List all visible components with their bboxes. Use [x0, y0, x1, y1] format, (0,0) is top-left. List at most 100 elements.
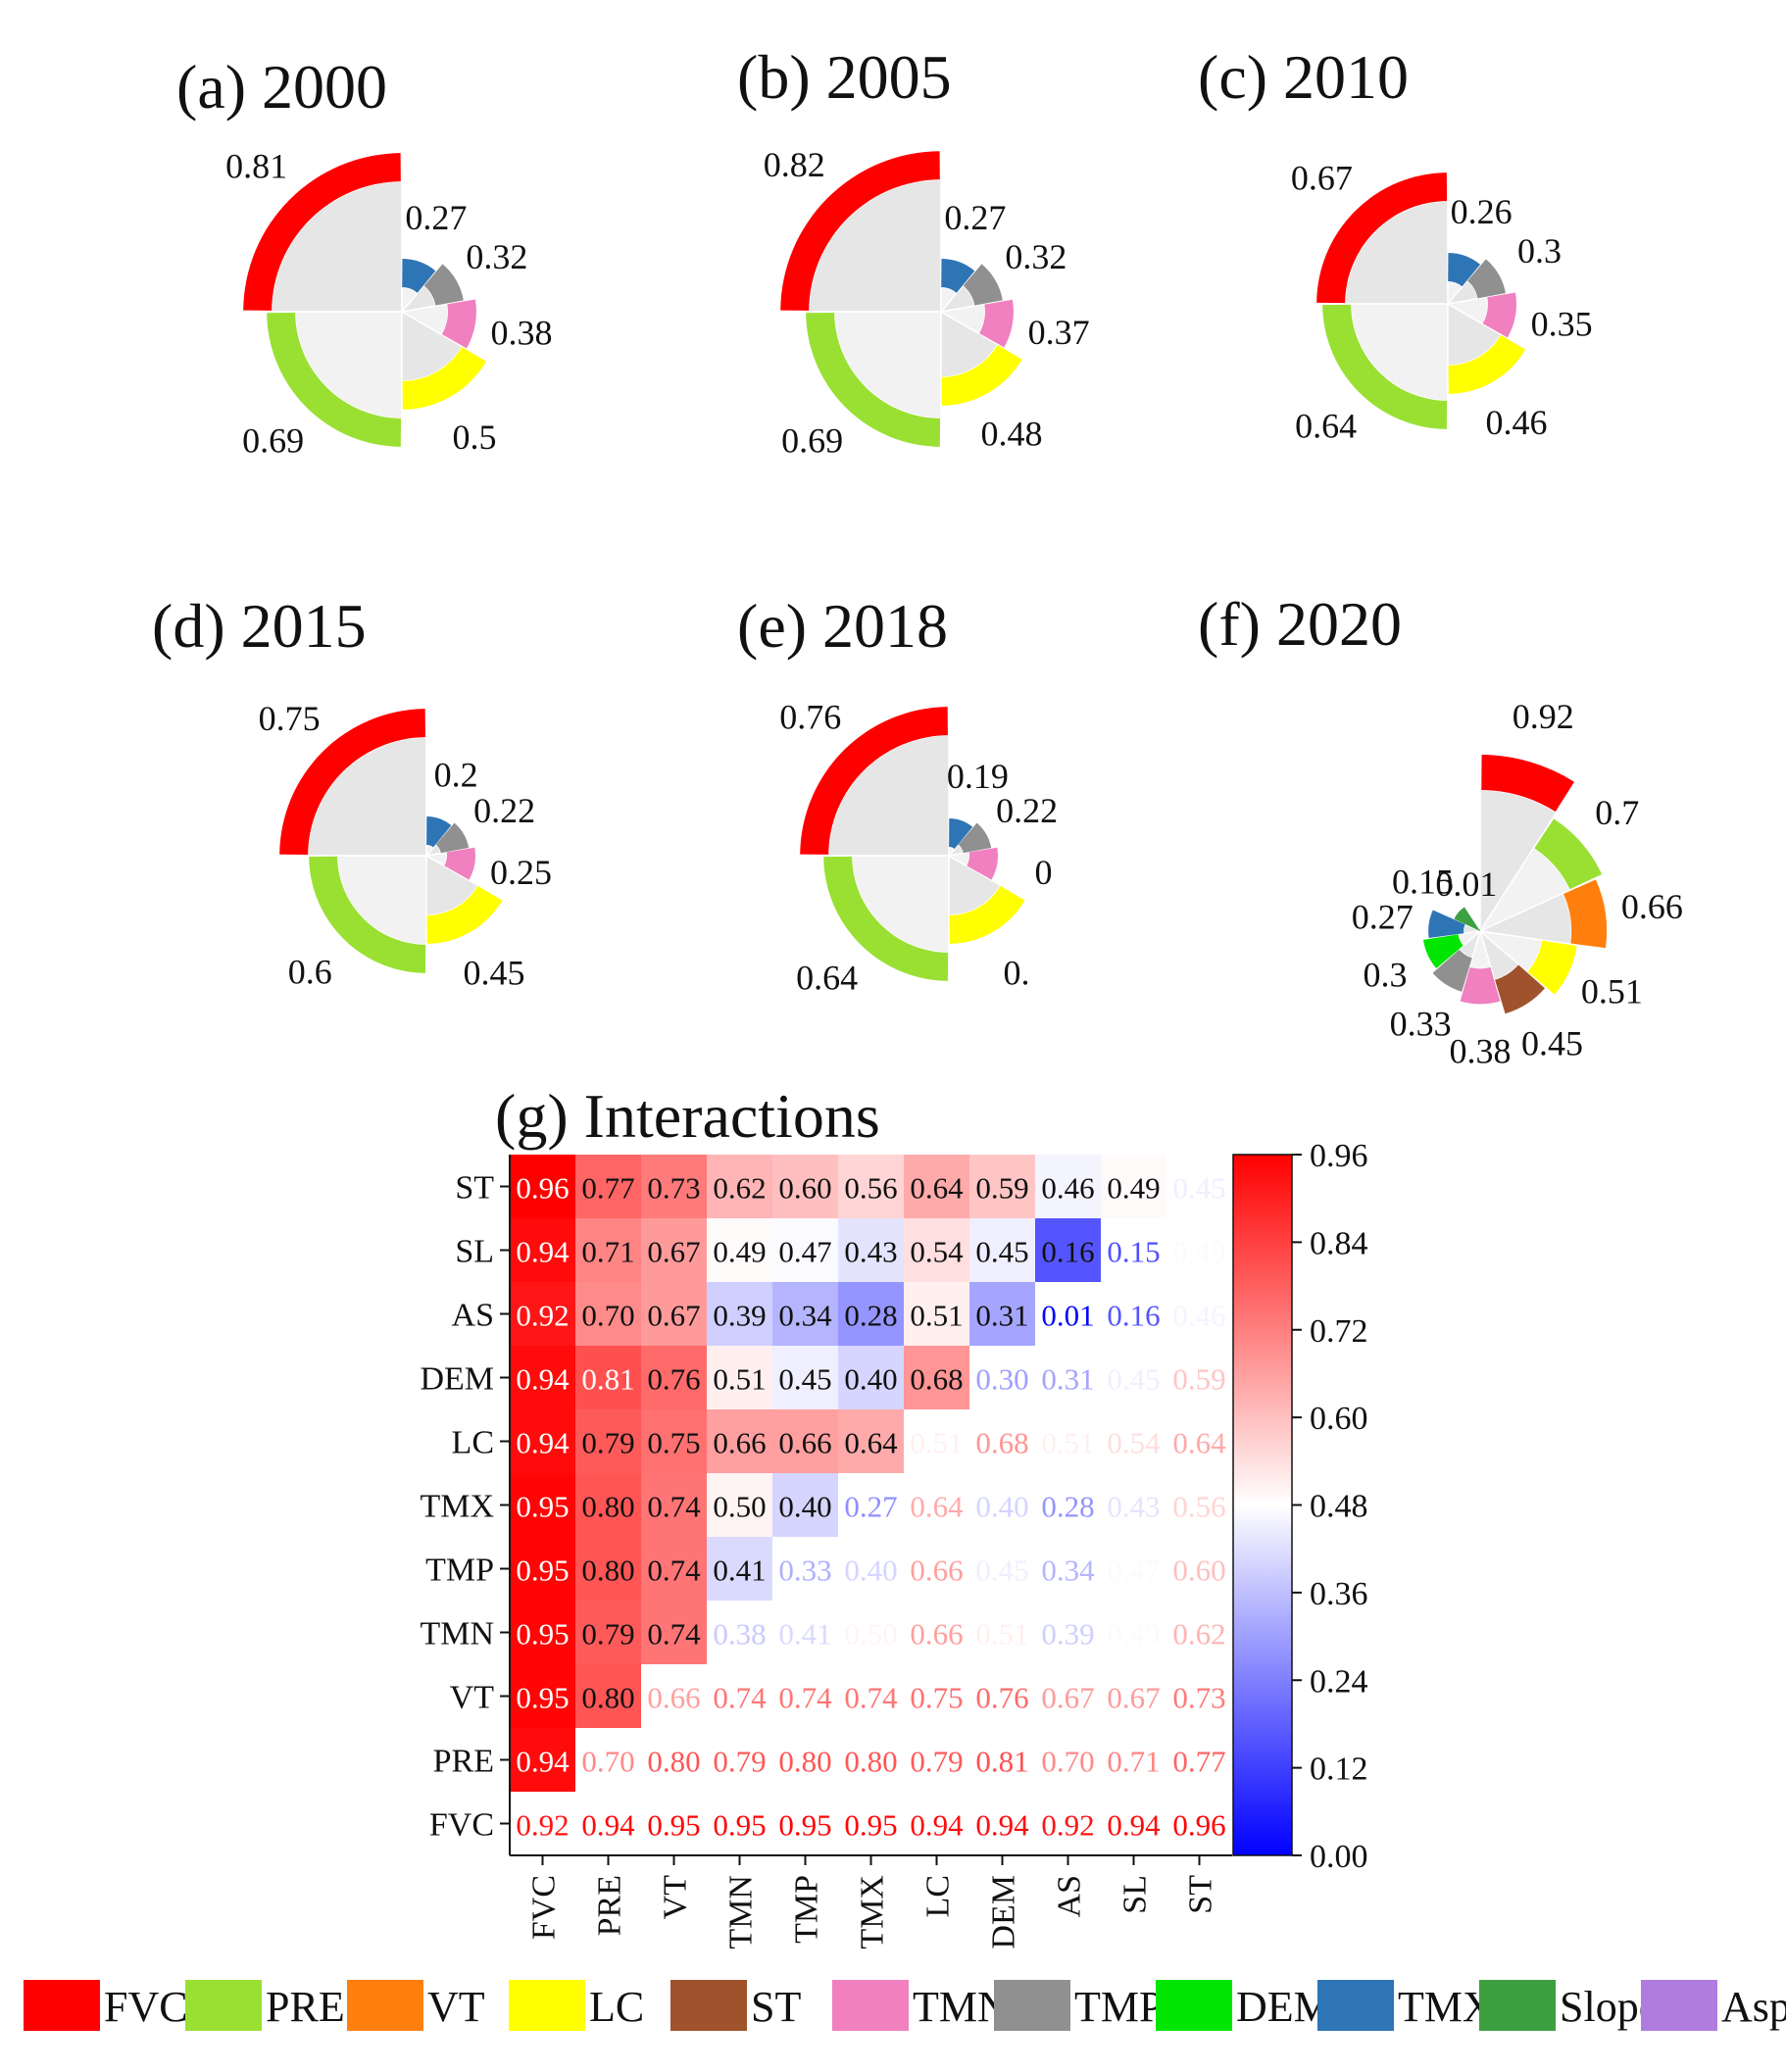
rose-bar-tmp — [423, 264, 464, 306]
heatmap-cell-label: 0.80 — [581, 1681, 634, 1715]
heatmap-cell — [575, 1282, 641, 1346]
legend-swatch-st — [670, 1980, 747, 2031]
rose-bar-st — [1495, 964, 1546, 1014]
rose-value-label-tmx: 0.26 — [1451, 192, 1513, 231]
rose-bar-tmx — [949, 818, 973, 850]
heatmap-cell-label: 0.49 — [1107, 1617, 1160, 1652]
heatmap-cell — [707, 1155, 772, 1218]
heatmap-cell — [707, 1218, 772, 1282]
heatmap-cell-label: 0.01 — [1041, 1299, 1094, 1333]
rose-value-label-lc: 0.5 — [452, 418, 496, 457]
heatmap-cell — [838, 1155, 904, 1218]
heatmap-cell — [510, 1473, 575, 1537]
rose-bar-tmn — [1460, 966, 1501, 1005]
heatmap-cell-label: 0.31 — [975, 1299, 1028, 1333]
heatmap-x-label: VT — [658, 1875, 694, 1920]
heatmap-cell-label: 0.30 — [975, 1362, 1028, 1397]
heatmap-cell-label: 0.73 — [1172, 1681, 1225, 1715]
heatmap-cell-label: 0.49 — [1107, 1171, 1160, 1206]
heatmap-cell — [510, 1155, 575, 1218]
rose-panel-c: (c) 2010 0.67 0.64 0.46 0.35 0.30.26 — [1198, 42, 1593, 445]
legend-label-tmn: TMN — [913, 1983, 1009, 2031]
heatmap-cell-label: 0.96 — [516, 1171, 569, 1206]
rose-value-label-fvc: 0.92 — [1513, 697, 1574, 736]
rose-bar-pre — [309, 856, 426, 973]
heatmap-x-label: ST — [1183, 1875, 1219, 1914]
rose-value-label-tmx: 0.19 — [947, 757, 1009, 796]
rose-value-label-st: 0.45 — [1521, 1023, 1583, 1062]
heatmap-cell — [575, 1218, 641, 1282]
rose-value-label-aspect: 0.01 — [1435, 864, 1497, 904]
rose-value-label-lc: 0.45 — [463, 953, 524, 992]
heatmap-cell-label: 0.80 — [581, 1554, 634, 1588]
rose-bar-tmn — [967, 847, 998, 880]
heatmap-cell-label: 0.81 — [975, 1745, 1028, 1779]
heatmap-cell-label: 0.80 — [778, 1745, 831, 1779]
heatmap-cell-label: 0.73 — [647, 1171, 700, 1206]
legend-swatch-tmp — [994, 1980, 1070, 2031]
rose-value-label-tmp: 0.3 — [1517, 231, 1562, 271]
heatmap-x-label: LC — [920, 1875, 957, 1917]
heatmap-cell-label: 0.16 — [1041, 1235, 1094, 1269]
heatmap-cell-label: 0.94 — [516, 1235, 570, 1269]
heatmap-cell-label: 0.15 — [1107, 1235, 1160, 1269]
rose-sector-base-tmx — [940, 286, 959, 315]
heatmap-x-label: AS — [1052, 1875, 1088, 1917]
heatmap-cell — [510, 1346, 575, 1409]
colorbar-tick-label: 0.96 — [1310, 1138, 1368, 1174]
rose-sector-base-lc — [1477, 929, 1543, 973]
rose-value-label-fvc: 0.82 — [764, 145, 825, 184]
rose-sector-base-tmp — [400, 284, 437, 314]
heatmap-cell — [707, 1473, 772, 1537]
rose-bar-dem — [1422, 934, 1464, 969]
heatmap-cell — [969, 1282, 1035, 1346]
heatmap-cell — [838, 1409, 904, 1473]
rose-value-label-lc: 0.48 — [980, 415, 1042, 454]
heatmap-cell — [510, 1728, 575, 1792]
legend-swatch-dem — [1156, 1980, 1232, 2031]
heatmap-cell — [510, 1218, 575, 1282]
rose-value-label-tmn: 0.25 — [490, 853, 552, 892]
heatmap-cell-label: 0.40 — [844, 1554, 897, 1588]
heatmap-cell-label: 0.31 — [1041, 1362, 1094, 1397]
heatmap-cell-label: 0.40 — [975, 1490, 1028, 1524]
colorbar-tick-label: 0.12 — [1310, 1751, 1368, 1788]
rose-panel-a: (a) 2000 0.81 0.69 0.5 0.38 0.320.27 — [176, 52, 553, 460]
rose-sector-base-lc — [1447, 302, 1503, 367]
legend-label-lc: LC — [589, 1983, 644, 2031]
heatmap-cell-label: 0.79 — [581, 1617, 634, 1652]
heatmap-cell-label: 0.80 — [647, 1745, 700, 1779]
heatmap-cell-label: 0.46 — [1172, 1299, 1225, 1333]
heatmap-cell-label: 0.54 — [910, 1235, 964, 1269]
rose-value-label-vt: 0.66 — [1621, 887, 1683, 926]
legend-label-pre: PRE — [266, 1983, 345, 2031]
heatmap-cell-label: 0.60 — [1172, 1554, 1225, 1588]
rose-value-label-tmx: 0.27 — [1352, 898, 1414, 937]
rose-value-label-tmn: 0.38 — [1450, 1031, 1512, 1070]
heatmap-cell-label: 0.40 — [844, 1362, 897, 1397]
colorbar — [1232, 1154, 1293, 1856]
rose-sector-base-fvc — [307, 736, 427, 857]
rose-sector-base-pre — [1477, 847, 1571, 933]
panel-title-e: (e) 2018 — [737, 591, 948, 661]
legend-label-aspect: Aspect — [1721, 1983, 1786, 2031]
heatmap-cell — [707, 1409, 772, 1473]
heatmap-cell — [772, 1218, 838, 1282]
heatmap-cell — [641, 1473, 707, 1537]
heatmap-cell — [707, 1537, 772, 1601]
heatmap-cell-label: 0.95 — [713, 1808, 766, 1843]
rose-value-label-tmp: 0.32 — [466, 237, 527, 276]
rose-bar-tmp — [1467, 259, 1506, 299]
heatmap-cell — [641, 1282, 707, 1346]
rose-bar-tmn — [979, 299, 1014, 348]
heatmap-y-label: DEM — [420, 1361, 494, 1398]
rose-bar-pre — [823, 856, 949, 981]
rose-value-label-tmn: 0.38 — [491, 314, 553, 353]
rose-bar-fvc — [800, 707, 948, 855]
rose-bar-tmx — [402, 259, 436, 293]
rose-sector-base-st — [1478, 928, 1520, 981]
rose-value-label-pre: 0.6 — [288, 953, 332, 992]
heatmap-cell-label: 0.95 — [647, 1808, 700, 1843]
rose-bar-lc — [402, 346, 487, 410]
legend-swatch-pre — [185, 1980, 262, 2031]
